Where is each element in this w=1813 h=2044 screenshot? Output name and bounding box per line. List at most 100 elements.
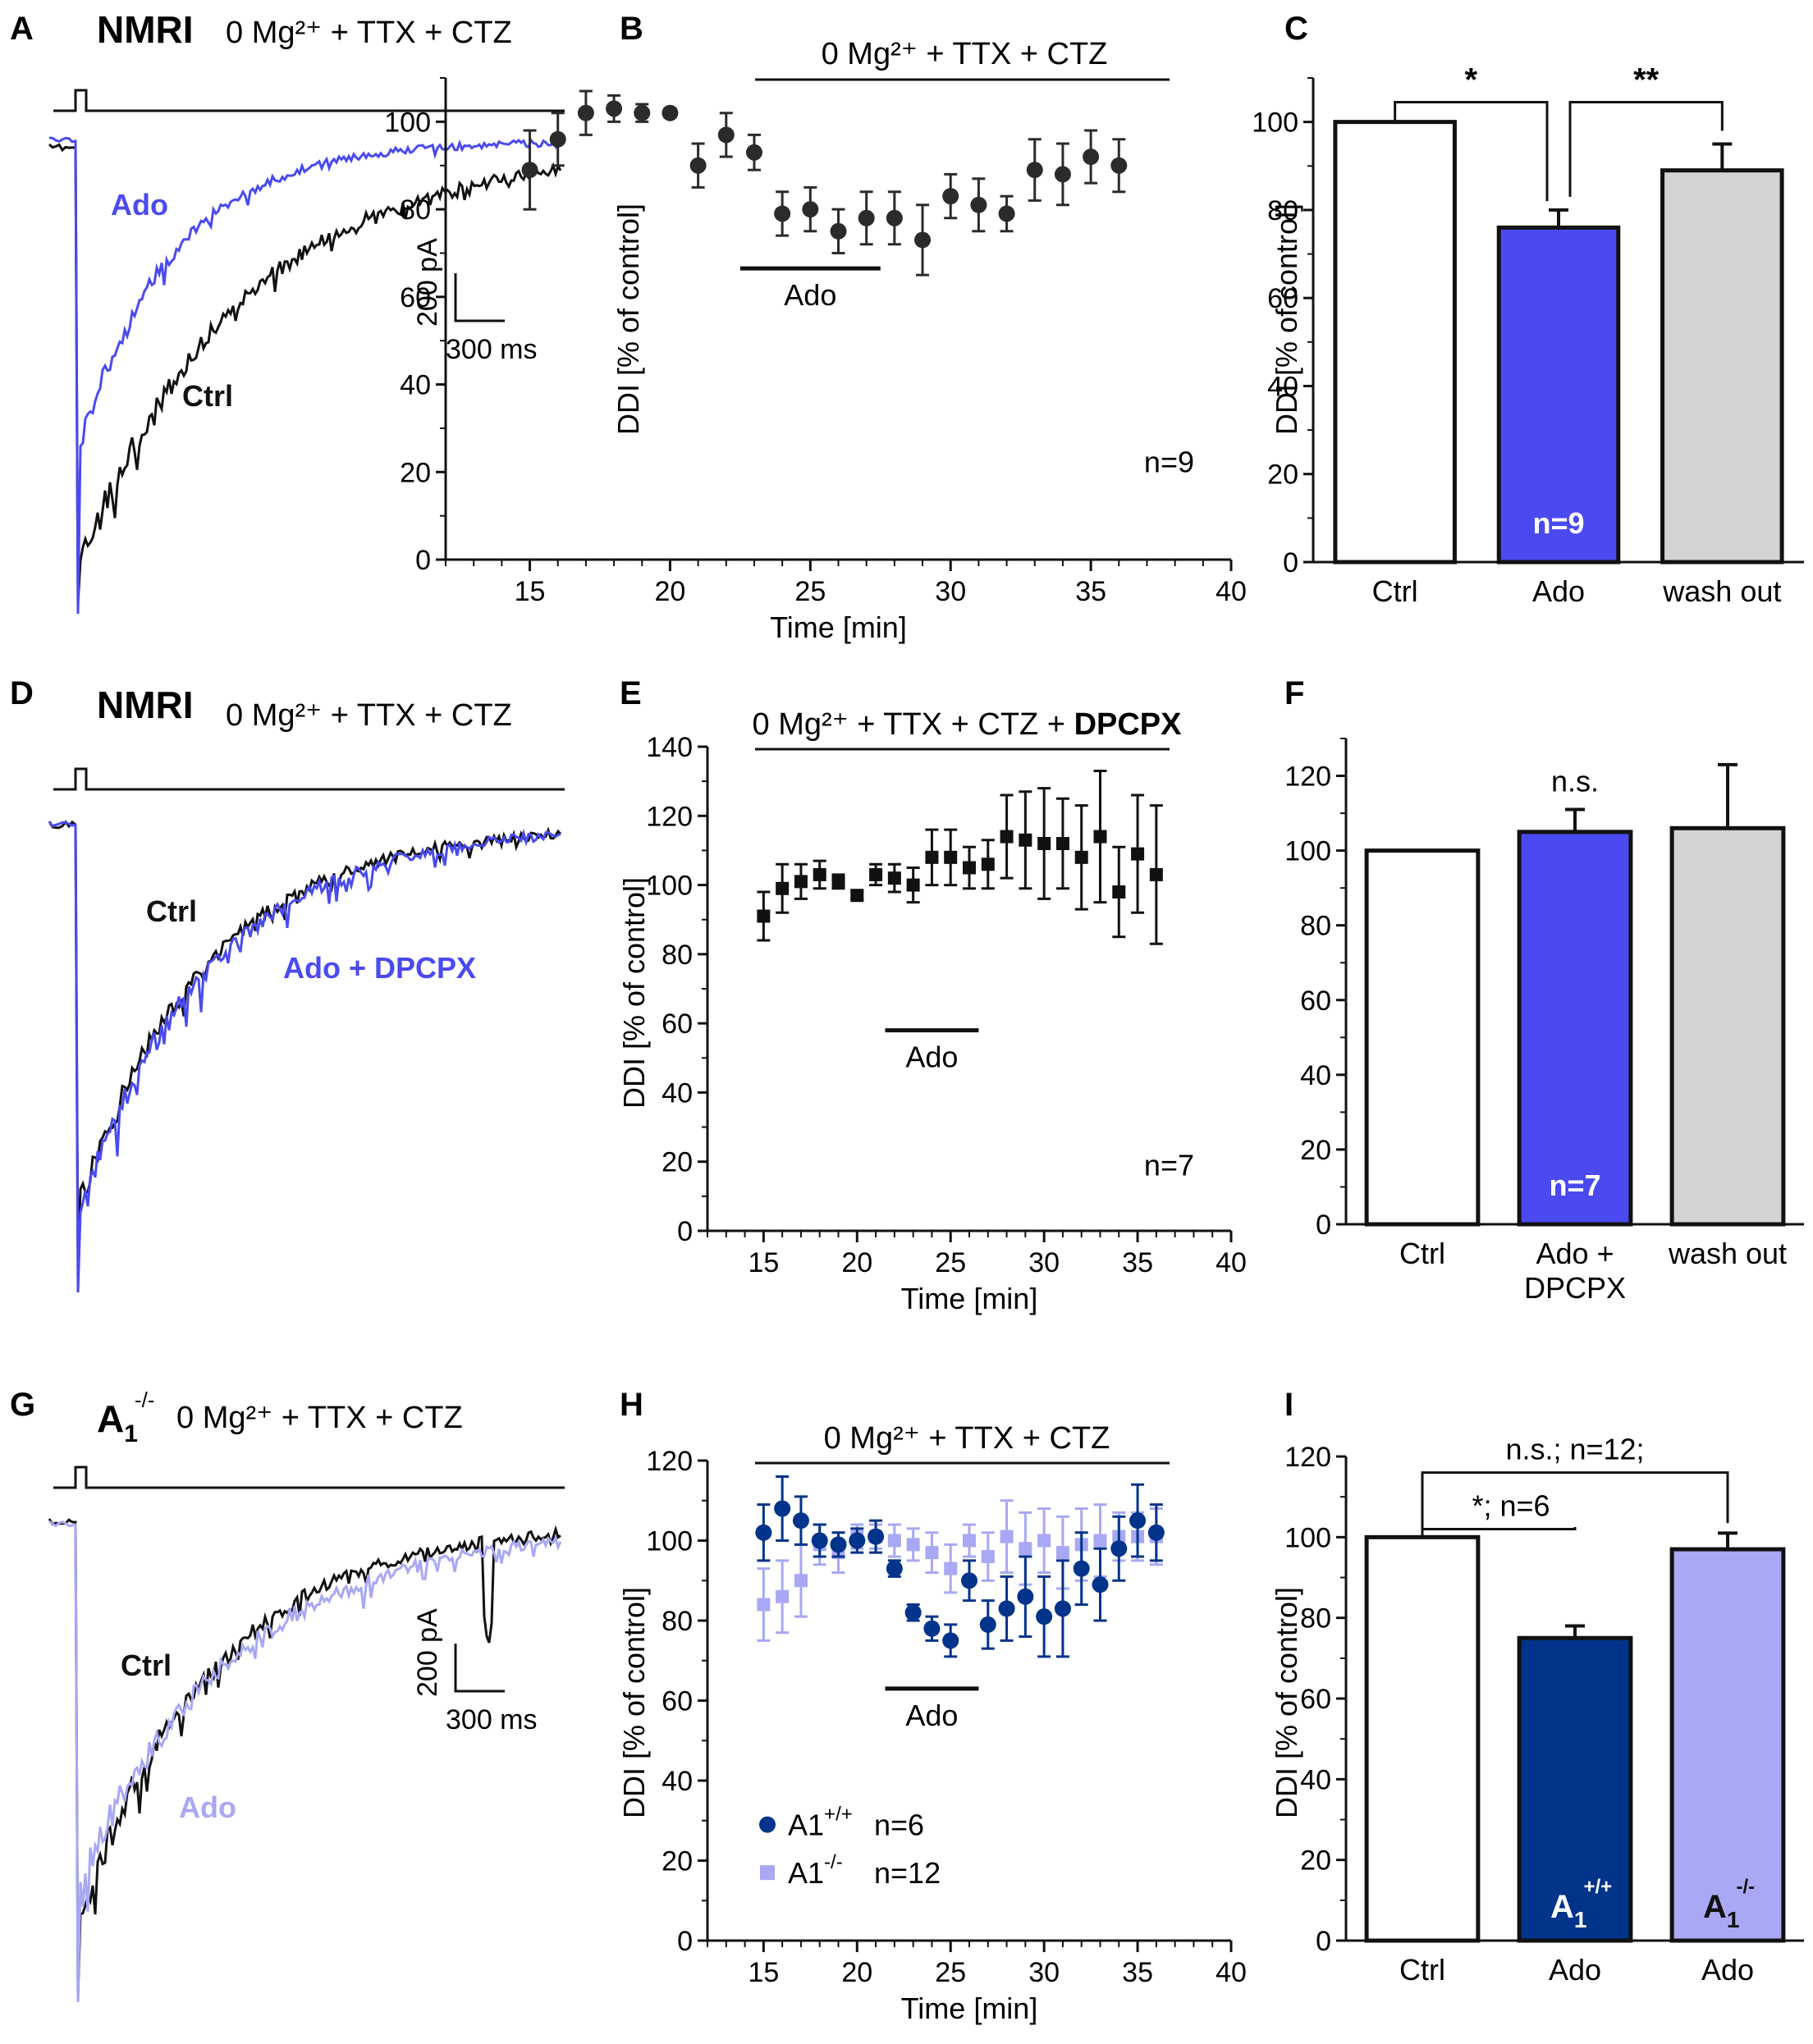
x-tick-label: 25 bbox=[935, 1247, 966, 1278]
data-point bbox=[717, 126, 735, 144]
significance-label: n.s.; n=12; bbox=[1505, 1433, 1644, 1466]
data-point bbox=[904, 1604, 922, 1621]
strain-title-g: A1-/- bbox=[97, 1388, 154, 1447]
y-tick-label: 0 bbox=[1316, 1926, 1331, 1957]
x-axis-label: Time [min] bbox=[770, 610, 907, 644]
panel-label-f: F bbox=[1284, 675, 1304, 711]
x-tick-label: Ado bbox=[1532, 574, 1585, 608]
chart-title: 0 Mg²⁺ + TTX + CTZ bbox=[824, 1421, 1110, 1456]
data-point bbox=[1073, 1560, 1090, 1577]
data-point bbox=[961, 1572, 977, 1589]
data-point bbox=[1055, 837, 1069, 850]
y-tick-label: 40 bbox=[1300, 1060, 1331, 1091]
bar bbox=[1669, 1547, 1786, 1943]
trace-label-ctrl-g: Ctrl bbox=[121, 1648, 172, 1682]
panel-label-b: B bbox=[620, 11, 643, 47]
y-axis-label: DDI [% of control] bbox=[611, 203, 645, 435]
data-point bbox=[914, 231, 932, 249]
x-tick-label: Ado bbox=[1549, 1953, 1601, 1987]
y-tick-label: 0 bbox=[1283, 547, 1298, 578]
panel-g: G A1-/- 0 Mg²⁺ + TTX + CTZ Ctrl Ado 200 … bbox=[10, 1387, 565, 2003]
x-tick-label: Ctrl bbox=[1399, 1237, 1445, 1270]
stimulus-trace-d bbox=[53, 767, 565, 791]
x-tick-label: 15 bbox=[748, 1957, 779, 1988]
data-point bbox=[886, 1560, 903, 1577]
y-tick-label: 20 bbox=[1267, 460, 1298, 491]
y-tick-label: 20 bbox=[662, 1147, 693, 1178]
data-point bbox=[830, 222, 847, 240]
data-point bbox=[606, 100, 623, 117]
y-tick-label: 60 bbox=[400, 282, 431, 313]
y-tick-label: 100 bbox=[1284, 836, 1331, 867]
x-tick-label: DPCPX bbox=[1524, 1271, 1626, 1305]
data-point bbox=[886, 209, 903, 226]
x-tick-label: 15 bbox=[515, 576, 546, 607]
panel-label-h: H bbox=[620, 1387, 643, 1423]
y-tick-label: 40 bbox=[662, 1077, 693, 1109]
y-tick-label: 0 bbox=[677, 1216, 693, 1247]
data-point bbox=[981, 1550, 995, 1563]
y-tick-label: 120 bbox=[1284, 1442, 1331, 1473]
data-point bbox=[1037, 1534, 1051, 1548]
x-tick-label: 40 bbox=[1216, 1247, 1247, 1278]
data-point bbox=[1054, 1600, 1071, 1617]
y-tick-label: 120 bbox=[646, 801, 693, 832]
ctrl-trace-d bbox=[48, 820, 562, 1264]
data-point bbox=[942, 1632, 959, 1649]
y-tick-label: 40 bbox=[662, 1766, 693, 1797]
data-point bbox=[1112, 885, 1126, 899]
data-point bbox=[923, 1620, 941, 1637]
chart-e: E 0 Mg²⁺ + TTX + CTZ + DPCPX 0 20 40 60 80 100 1… bbox=[617, 675, 1247, 1315]
y-tick-label: 40 bbox=[1267, 371, 1298, 402]
data-point bbox=[963, 1534, 976, 1548]
data-point bbox=[1037, 837, 1051, 850]
x-tick-label: 35 bbox=[1122, 1247, 1153, 1278]
stimulus-trace-a bbox=[53, 89, 565, 112]
data-point bbox=[858, 209, 875, 226]
y-tick-label: 80 bbox=[662, 940, 693, 971]
chart-title: 0 Mg²⁺ + TTX + CTZ + DPCPX bbox=[753, 707, 1183, 742]
y-tick-label: 20 bbox=[400, 457, 431, 488]
data-point bbox=[1074, 850, 1088, 864]
x-tick-label: 35 bbox=[1075, 576, 1106, 607]
data-point bbox=[1000, 1530, 1014, 1543]
data-point bbox=[887, 871, 901, 885]
chart-c: C 0 20 40 60 80 100 DDI [% of control] Ctrl Ado wa… bbox=[1252, 11, 1804, 608]
bar-genotype-label: A1-/- bbox=[1703, 1876, 1755, 1932]
trace-label-ado-g: Ado bbox=[179, 1790, 236, 1824]
data-point bbox=[906, 1538, 920, 1552]
data-point bbox=[944, 1562, 958, 1575]
chart-title: 0 Mg²⁺ + TTX + CTZ bbox=[822, 37, 1108, 71]
significance-label: n.s. bbox=[1551, 765, 1599, 798]
legend-marker bbox=[759, 1816, 776, 1833]
data-point bbox=[1017, 1588, 1034, 1605]
data-point bbox=[1129, 1512, 1147, 1530]
scale-label-x-a: 300 ms bbox=[446, 334, 538, 365]
x-tick-label: 20 bbox=[655, 576, 686, 607]
x-axis-label: Time [min] bbox=[901, 1282, 1038, 1315]
y-axis-label: DDI [% of control] bbox=[1270, 203, 1303, 435]
data-point bbox=[802, 201, 819, 218]
bar bbox=[1364, 848, 1481, 1227]
y-tick-label: 0 bbox=[1316, 1209, 1331, 1241]
y-tick-label: 20 bbox=[1300, 1845, 1331, 1877]
bar bbox=[1333, 120, 1457, 565]
panel-label-g: G bbox=[10, 1387, 35, 1423]
y-axis-label: DDI [% of control] bbox=[1270, 1587, 1303, 1818]
y-axis-label: DDI [% of control] bbox=[617, 1587, 651, 1818]
scale-label-y-g: 200 pA bbox=[412, 1608, 443, 1697]
data-point bbox=[1019, 833, 1032, 847]
data-point bbox=[1147, 1524, 1165, 1541]
bar bbox=[1517, 830, 1633, 1227]
bar bbox=[1660, 168, 1784, 565]
data-point bbox=[970, 196, 987, 213]
data-point bbox=[634, 104, 651, 121]
x-tick-label: 40 bbox=[1216, 1957, 1247, 1988]
y-tick-label: 20 bbox=[1300, 1135, 1331, 1166]
data-point bbox=[794, 1574, 808, 1588]
trace-label-ctrl-a: Ctrl bbox=[182, 379, 233, 413]
data-point bbox=[776, 1589, 790, 1603]
data-point bbox=[906, 878, 920, 892]
significance-label: * bbox=[1465, 62, 1478, 98]
data-point bbox=[811, 1532, 828, 1549]
